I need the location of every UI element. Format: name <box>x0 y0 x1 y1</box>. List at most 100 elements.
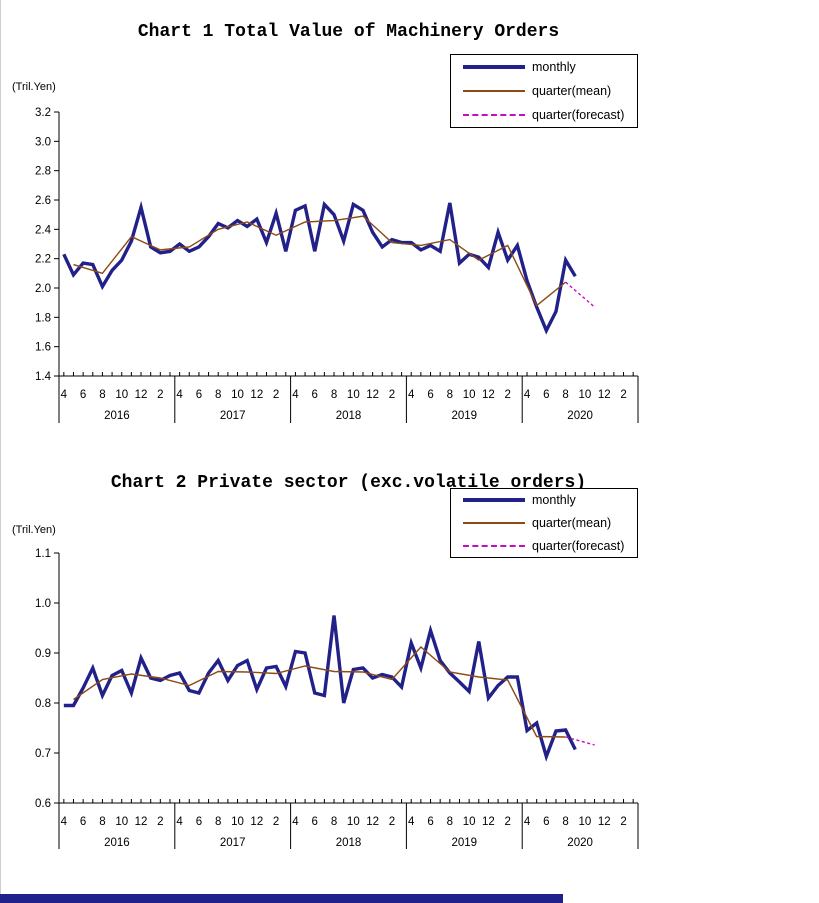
y-tick-label: 2.0 <box>35 283 51 295</box>
legend-label: quarter(forecast) <box>532 538 625 553</box>
month-label: 12 <box>482 816 495 828</box>
month-label: 10 <box>115 816 128 828</box>
month-label: 2 <box>389 816 395 828</box>
month-label: 12 <box>366 816 379 828</box>
legend-label: quarter(mean) <box>532 84 612 98</box>
month-label: 2 <box>273 389 279 401</box>
month-label: 10 <box>347 389 360 401</box>
monthly-line-sample <box>463 498 525 503</box>
month-label: 12 <box>482 389 495 401</box>
legend-item-quarter-forecast: quarter(forecast) <box>451 104 637 126</box>
month-label: 2 <box>505 816 511 828</box>
quarter-mean-line <box>73 646 566 738</box>
month-label: 8 <box>215 389 221 401</box>
month-label: 6 <box>80 816 86 828</box>
month-label: 4 <box>408 816 415 828</box>
footer-bar <box>0 894 563 903</box>
month-label: 10 <box>463 816 476 828</box>
legend-label: monthly <box>532 60 576 74</box>
y-tick-label: 3.2 <box>35 107 51 119</box>
month-label: 10 <box>115 389 128 401</box>
month-label: 6 <box>427 389 433 401</box>
month-label: 12 <box>250 389 263 401</box>
legend-item-monthly: monthly <box>451 489 637 511</box>
month-label: 6 <box>196 389 202 401</box>
year-label: 2019 <box>452 837 478 849</box>
month-label: 10 <box>231 816 244 828</box>
month-label: 4 <box>176 816 183 828</box>
month-label: 4 <box>176 389 183 401</box>
month-label: 8 <box>215 816 221 828</box>
legend-item-monthly: monthly <box>451 56 637 78</box>
legend-label: quarter(mean) <box>532 515 612 530</box>
quarter-forecast-line <box>565 736 595 746</box>
year-label: 2018 <box>336 410 362 422</box>
month-label: 12 <box>598 389 611 401</box>
month-label: 10 <box>463 389 476 401</box>
y-tick-label: 1.8 <box>35 312 51 324</box>
month-label: 2 <box>620 816 626 828</box>
y-tick-label: 2.6 <box>35 195 51 207</box>
y-tick-label: 3.0 <box>35 136 51 148</box>
y-tick-label: 0.7 <box>35 748 51 760</box>
month-label: 8 <box>447 816 453 828</box>
monthly-line <box>62 200 577 335</box>
month-label: 6 <box>312 389 318 401</box>
chart1-y-axis-title: (Tril.Yen) <box>12 81 56 93</box>
year-label: 2019 <box>452 410 478 422</box>
month-label: 2 <box>505 389 511 401</box>
y-tick-label: 0.8 <box>35 698 51 710</box>
y-tick-label: 0.9 <box>35 648 51 660</box>
month-label: 6 <box>80 389 86 401</box>
month-label: 4 <box>524 816 531 828</box>
month-label: 8 <box>331 816 337 828</box>
legend-label: monthly <box>532 493 576 508</box>
month-label: 4 <box>524 389 531 401</box>
month-label: 2 <box>157 816 163 828</box>
month-label: 6 <box>543 816 549 828</box>
quarter-forecast-line-sample <box>463 114 525 116</box>
year-label: 2016 <box>104 837 130 849</box>
month-label: 2 <box>620 389 626 401</box>
month-label: 6 <box>427 816 433 828</box>
year-label: 2017 <box>220 410 246 422</box>
month-label: 2 <box>389 389 395 401</box>
month-label: 4 <box>408 389 415 401</box>
month-label: 10 <box>579 816 592 828</box>
legend-item-quarter-mean: quarter(mean) <box>451 80 637 102</box>
quarter-forecast-line-sample <box>463 544 525 547</box>
month-label: 12 <box>135 389 148 401</box>
quarter-mean-line-sample <box>463 521 525 524</box>
month-label: 10 <box>579 389 592 401</box>
month-label: 8 <box>562 816 568 828</box>
y-tick-label: 1.4 <box>35 371 52 383</box>
month-label: 10 <box>347 816 360 828</box>
y-tick-label: 1.6 <box>35 342 51 354</box>
quarter-mean-line-sample <box>463 90 525 92</box>
quarter-forecast-line <box>565 281 596 308</box>
month-label: 4 <box>292 816 299 828</box>
y-tick-label: 2.8 <box>35 166 51 178</box>
y-tick-label: 2.2 <box>35 254 51 266</box>
month-label: 8 <box>331 389 337 401</box>
month-label: 12 <box>598 816 611 828</box>
chart2-legend: monthly quarter(mean) quarter(forecast) <box>450 488 638 558</box>
legend-label: quarter(forecast) <box>532 108 625 122</box>
month-label: 12 <box>250 816 263 828</box>
month-label: 12 <box>135 816 148 828</box>
monthly-line-sample <box>463 65 525 69</box>
year-label: 2017 <box>220 837 246 849</box>
quarter-mean-line <box>73 215 567 307</box>
month-label: 4 <box>61 816 68 828</box>
legend-item-quarter-mean: quarter(mean) <box>451 512 637 534</box>
year-label: 2016 <box>104 410 130 422</box>
year-label: 2020 <box>567 410 593 422</box>
y-tick-label: 1.0 <box>35 598 51 610</box>
month-label: 8 <box>447 389 453 401</box>
month-label: 6 <box>543 389 549 401</box>
month-label: 2 <box>157 389 163 401</box>
y-tick-label: 0.6 <box>35 798 51 810</box>
month-label: 6 <box>312 816 318 828</box>
year-label: 2020 <box>567 837 593 849</box>
